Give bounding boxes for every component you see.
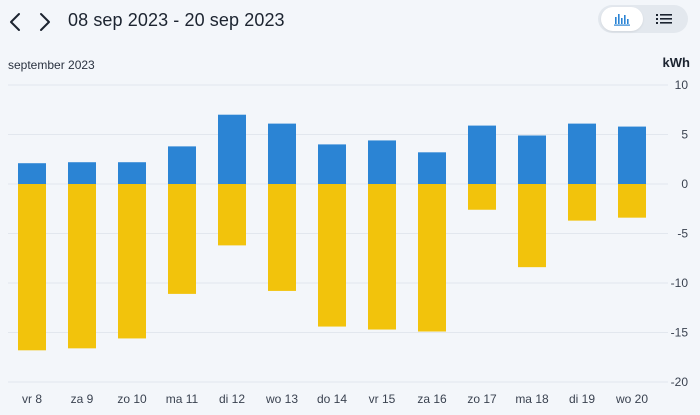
list-icon [656,14,672,24]
next-period-button[interactable] [33,8,57,36]
x-axis-label: di 19 [569,392,595,406]
positive-bar[interactable] [118,162,146,184]
x-axis-label: zo 10 [117,392,147,406]
negative-bar[interactable] [68,184,96,349]
x-axis-label: za 16 [417,392,447,406]
y-tick-label: -10 [671,276,689,290]
x-axis-label: zo 17 [467,392,497,406]
positive-bar[interactable] [568,123,596,184]
negative-bar[interactable] [18,184,46,351]
negative-bar[interactable] [468,184,496,210]
positive-bar[interactable] [468,125,496,184]
chart-month-label: september 2023 [8,58,95,72]
y-tick-label: 0 [681,177,688,191]
negative-bar[interactable] [318,184,346,327]
x-axis-label: vr 15 [369,392,396,406]
positive-bar[interactable] [168,146,196,184]
positive-bar[interactable] [618,126,646,184]
x-axis-label: za 9 [71,392,94,406]
x-axis-label: ma 11 [166,392,199,406]
negative-bar[interactable] [268,184,296,291]
negative-bar[interactable] [568,184,596,221]
x-axis-labels: vr 8 za 9 zo 10 ma 11 di 12 wo 13 do 14 vr 15 za… [22,392,648,406]
bar-chart-icon [614,14,630,26]
positive-bar[interactable] [518,135,546,184]
y-tick-label: 10 [675,78,689,92]
x-axis-label: vr 8 [22,392,42,406]
negative-bar[interactable] [368,184,396,330]
chevron-left-icon [10,13,20,31]
y-axis-ticks: 10 5 0 -5 -10 -15 -20 [671,78,689,389]
chevron-right-icon [40,13,50,31]
positive-bar[interactable] [18,163,46,184]
date-range-title: 08 sep 2023 - 20 sep 2023 [68,10,285,30]
negative-bar[interactable] [118,184,146,339]
x-axis-label: di 12 [219,392,245,406]
chart-unit-label: kWh [662,55,690,70]
chart-view-button[interactable] [601,7,643,31]
x-axis-label: wo 13 [265,392,298,406]
energy-bar-chart: 10 5 0 -5 -10 -15 -20 vr 8 za 9 zo 10 ma 11 di 12 w… [8,78,689,406]
negative-bar[interactable] [218,184,246,246]
negative-bar[interactable] [418,184,446,332]
x-axis-label: ma 18 [515,392,549,406]
x-axis-label: wo 20 [615,392,648,406]
positive-bar[interactable] [218,114,246,184]
previous-period-button[interactable] [3,8,27,36]
y-tick-label: -5 [677,227,688,241]
positive-bar[interactable] [318,144,346,184]
y-tick-label: -15 [671,326,689,340]
list-view-button[interactable] [643,7,685,31]
positive-bar[interactable] [368,140,396,184]
x-axis-label: do 14 [317,392,347,406]
y-tick-label: 5 [681,128,688,142]
negative-bar[interactable] [168,184,196,294]
positive-bar[interactable] [68,162,96,184]
bars [18,114,646,351]
positive-bar[interactable] [418,152,446,184]
view-toggle [598,5,688,33]
negative-bar[interactable] [518,184,546,268]
top-bar: 08 sep 2023 - 20 sep 2023 [0,0,700,44]
y-tick-label: -20 [671,375,689,389]
positive-bar[interactable] [268,123,296,184]
negative-bar[interactable] [618,184,646,218]
